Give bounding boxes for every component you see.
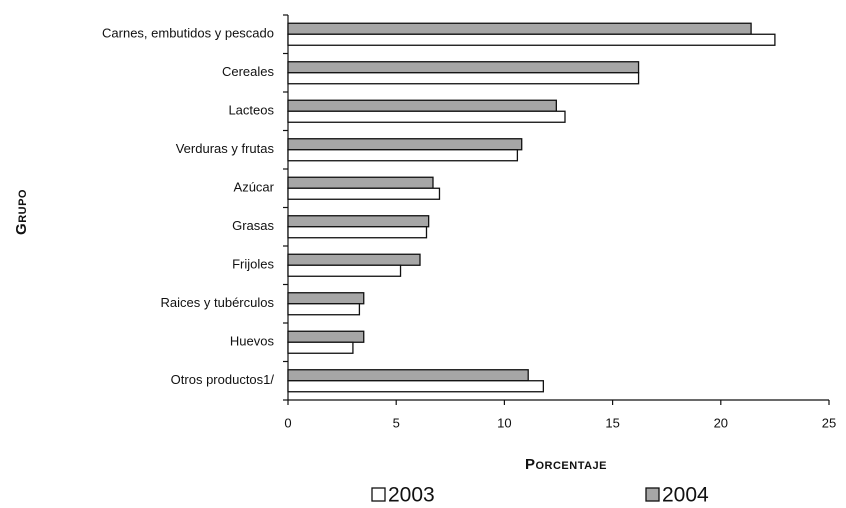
bar [287,303,361,316]
bar [287,149,519,162]
y-tick-label: Lacteos [228,103,274,118]
bar [287,330,365,343]
bar [287,380,545,393]
bar [287,138,523,151]
y-axis-title: Grupo [13,189,30,235]
y-tick-label: Raices y tubérculos [161,295,275,310]
y-tick-label: Verduras y frutas [176,141,275,156]
legend-label: 2003 [388,484,435,507]
bar [287,61,640,74]
y-tick-label: Huevos [230,334,275,349]
x-tick-label: 15 [605,415,619,430]
bar [287,253,421,266]
bar [287,176,434,189]
x-tick-label: 10 [497,415,511,430]
y-tick-label: Frijoles [232,257,274,272]
y-tick-label: Otros productos1/ [171,372,275,387]
bar [287,292,365,305]
bar [287,22,752,35]
bar [287,33,776,46]
x-tick-label: 20 [714,415,728,430]
bar [287,369,529,382]
bar [287,110,566,123]
bar [287,264,402,277]
x-tick-label: 0 [284,415,291,430]
bar [287,215,430,228]
legend-swatch [645,487,660,502]
x-tick-label: 5 [393,415,400,430]
bar [287,187,441,200]
bar [287,72,640,85]
legend-swatch [371,487,386,502]
y-tick-label: Azúcar [234,180,275,195]
y-tick-label: Grasas [232,218,274,233]
bar [287,341,354,354]
x-tick-label: 25 [822,415,836,430]
x-axis-title: Porcentaje [525,456,607,473]
bar [287,99,557,112]
y-tick-label: Carnes, embutidos y pescado [102,26,274,41]
y-tick-label: Cereales [222,64,275,79]
legend-label: 2004 [662,484,709,507]
bar [287,226,428,239]
